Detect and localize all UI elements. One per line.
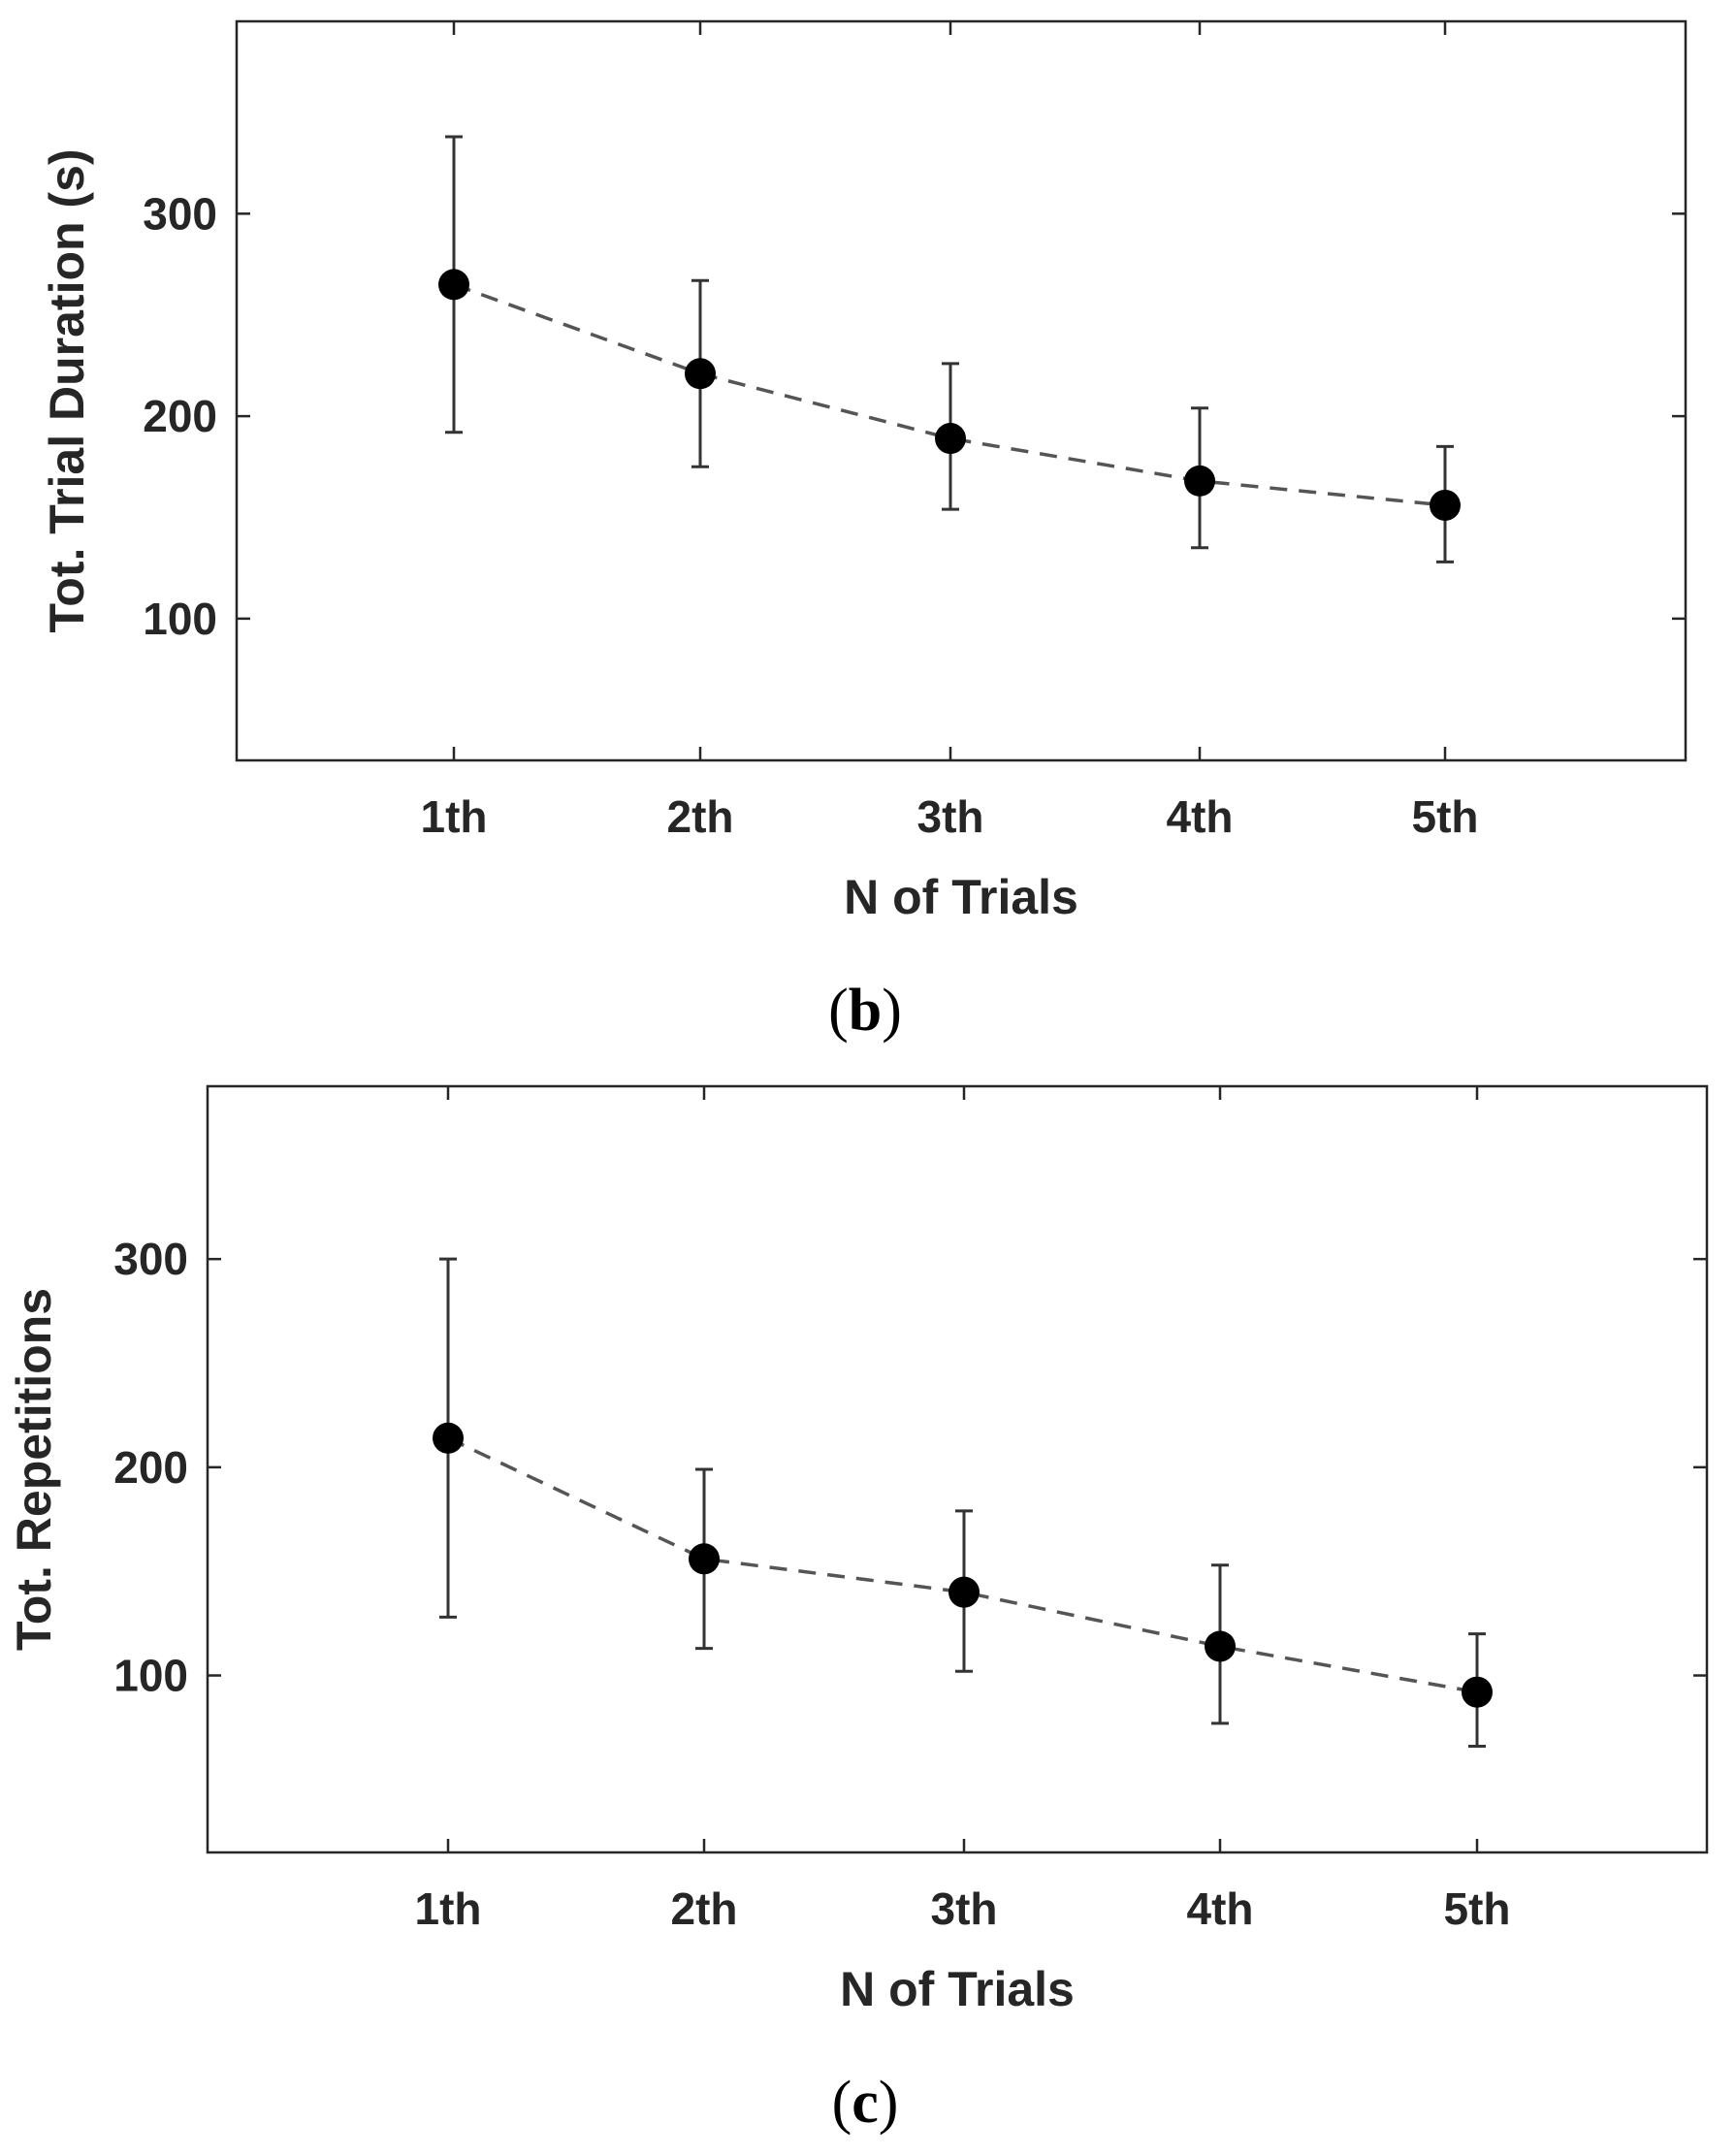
y-axis-label: Tot. Repetitions xyxy=(7,1288,61,1651)
x-tick-label: 2th xyxy=(671,1883,738,1934)
x-axis-label: N of Trials xyxy=(840,1962,1075,2016)
series-line xyxy=(453,282,1446,507)
data-point xyxy=(1184,465,1215,497)
data-point xyxy=(685,358,716,390)
y-tick-label: 100 xyxy=(143,594,217,644)
x-tick-label: 3th xyxy=(917,791,984,842)
x-tick-label: 1th xyxy=(421,791,488,842)
y-tick-label: 200 xyxy=(143,391,217,441)
panel-c: 100 200 300 1th 2th 3th 4th 5th Tot. Repetitions… xyxy=(7,1084,1709,2136)
panel-caption: (c) xyxy=(832,2070,899,2136)
data-point xyxy=(689,1543,720,1575)
series-line xyxy=(447,1436,1478,1694)
x-tick-label: 5th xyxy=(1412,791,1479,842)
data-point xyxy=(1205,1630,1236,1662)
y-tick-label: 100 xyxy=(113,1651,188,1701)
x-tick-label: 1th xyxy=(415,1883,482,1934)
data-point xyxy=(438,269,469,301)
data-point xyxy=(948,1576,980,1608)
x-tick-label: 3th xyxy=(931,1883,998,1934)
data-point xyxy=(1462,1676,1493,1708)
x-tick-label: 4th xyxy=(1187,1883,1254,1934)
y-tick-label: 300 xyxy=(113,1234,188,1284)
plot-area-frame xyxy=(235,19,1688,762)
data-point xyxy=(1430,489,1461,521)
panel-caption: (b) xyxy=(828,978,902,1044)
data-point xyxy=(433,1422,464,1454)
y-tick-label: 300 xyxy=(143,188,217,239)
x-axis-label: N of Trials xyxy=(844,870,1078,924)
y-axis-label: Tot. Trial Duration (s) xyxy=(40,148,94,632)
x-tick-label: 4th xyxy=(1167,791,1234,842)
panel-b: 100 200 300 1th 2th 3th 4th 5th Tot. Trial Durat… xyxy=(40,19,1688,1044)
x-tick-label: 2th xyxy=(667,791,734,842)
data-point xyxy=(935,423,966,455)
x-tick-label: 5th xyxy=(1444,1883,1511,1934)
plot-area-frame xyxy=(206,1084,1709,1854)
y-tick-label: 200 xyxy=(113,1442,188,1493)
